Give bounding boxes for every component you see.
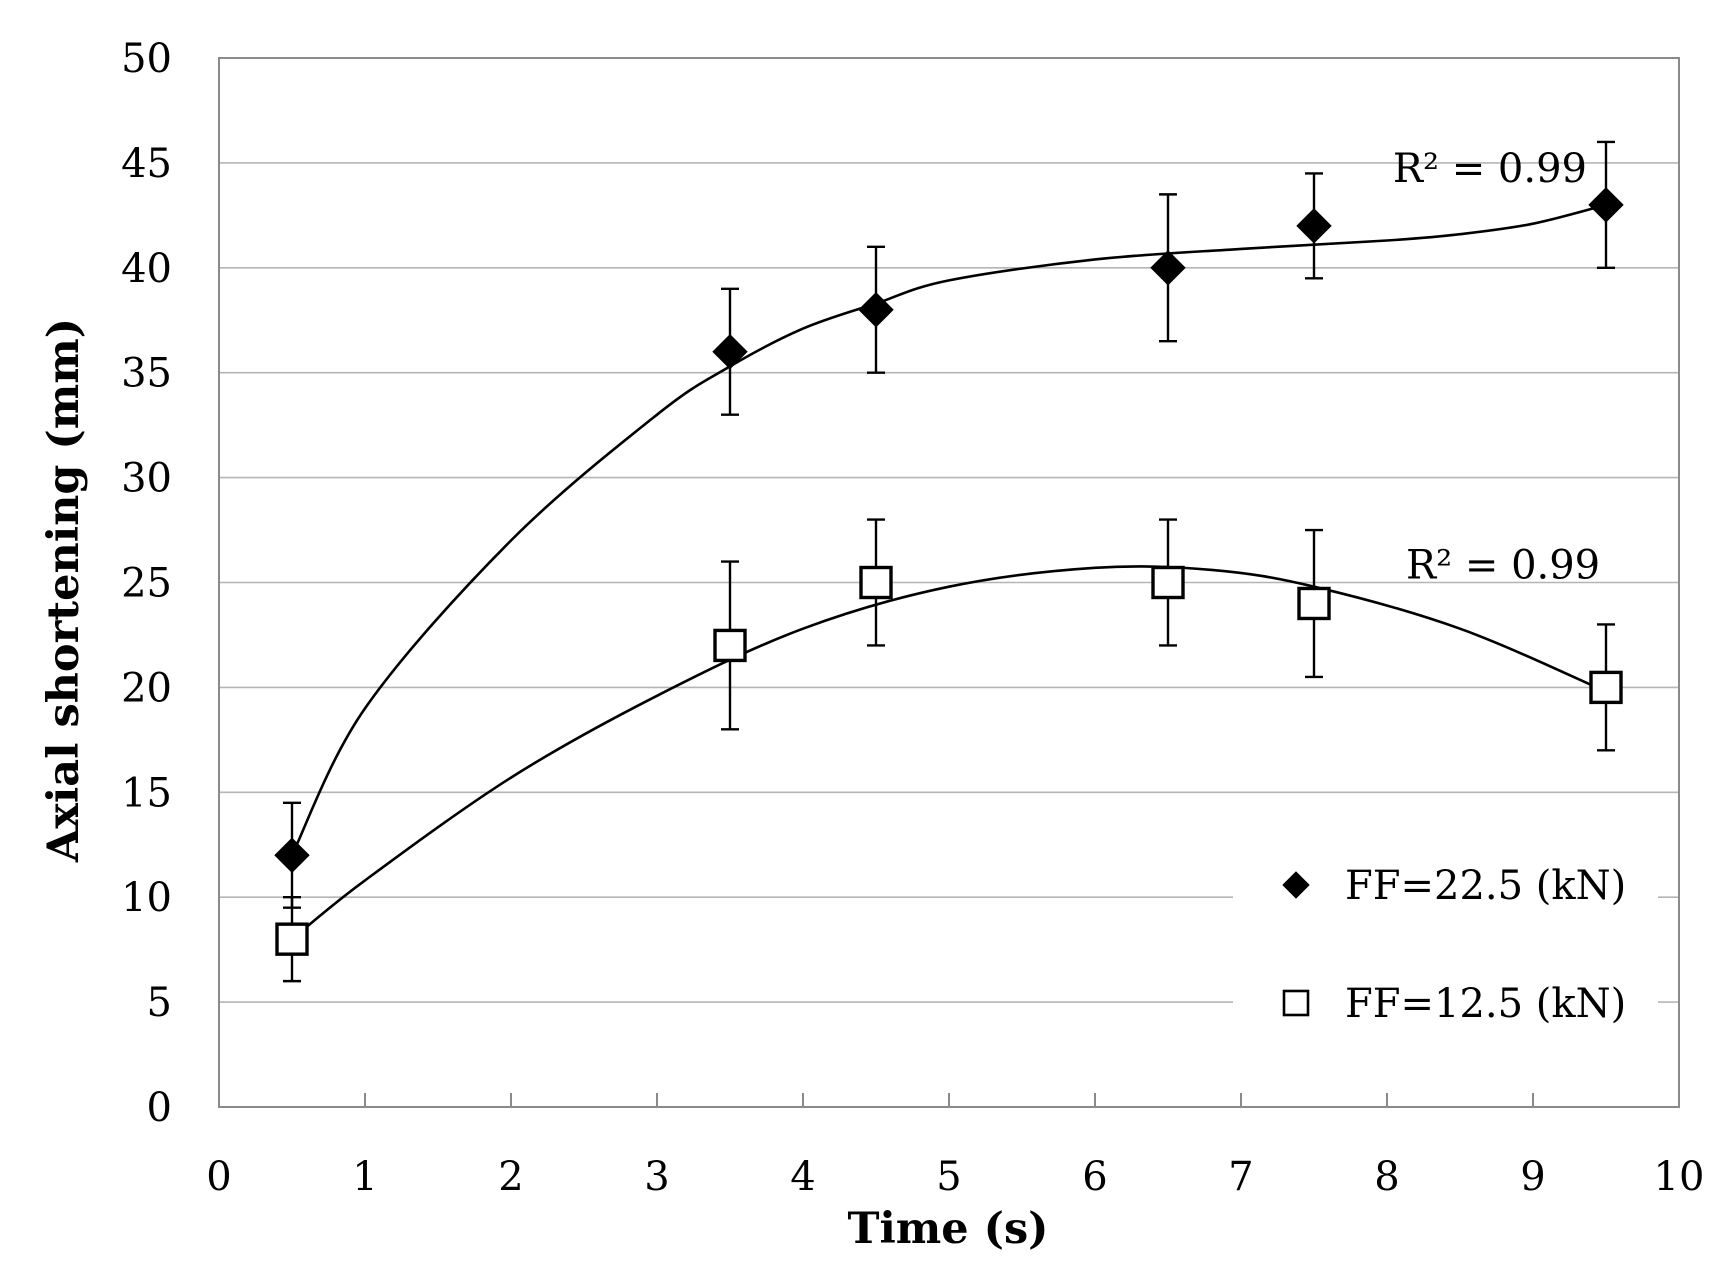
- x-tick-label-7: 7: [1228, 1154, 1253, 1200]
- y-tick-label-35: 35: [121, 351, 172, 397]
- x-tick-label-6: 6: [1082, 1154, 1107, 1200]
- y-tick-label-25: 25: [121, 561, 172, 607]
- legend: FF=22.5 (kN) FF=12.5 (kN): [1233, 840, 1658, 1045]
- data-point-series-2-0: [275, 922, 309, 956]
- data-point-series-2-3: [1151, 565, 1185, 600]
- y-tick-label-15: 15: [121, 770, 172, 816]
- x-tick-label-1: 1: [352, 1154, 377, 1200]
- y-tick-label-45: 45: [121, 141, 172, 187]
- x-tick-label-2: 2: [498, 1154, 523, 1200]
- data-point-series-2-2: [859, 565, 893, 600]
- x-tick-label-3: 3: [644, 1154, 669, 1200]
- legend-label-series-1: FF=22.5 (kN): [1345, 863, 1626, 909]
- trendline-series-1: [290, 203, 1607, 856]
- x-tick-label-0: 0: [206, 1154, 231, 1200]
- data-point-series-1-4: [1296, 208, 1332, 244]
- r2-label-series-1: R² = 0.99: [1393, 146, 1587, 192]
- data-point-series-1-5: [1588, 187, 1624, 223]
- data-point-series-1-3: [1150, 250, 1186, 286]
- data-point-series-1-2: [858, 292, 894, 328]
- trendlines: [290, 203, 1607, 941]
- data-point-series-1-1: [712, 334, 748, 370]
- data-markers: [274, 187, 1624, 956]
- y-tick-label-20: 20: [121, 665, 172, 711]
- y-tick-label-50: 50: [121, 36, 172, 82]
- x-tick-label-8: 8: [1374, 1154, 1399, 1200]
- data-point-series-1-0: [274, 837, 310, 873]
- x-tick-label-4: 4: [790, 1154, 815, 1200]
- data-point-series-2-4: [1297, 586, 1331, 621]
- x-tick-label-9: 9: [1520, 1154, 1545, 1200]
- data-point-series-2-5: [1589, 670, 1623, 705]
- y-tick-label-10: 10: [121, 875, 172, 921]
- x-tick-label-10: 10: [1654, 1154, 1705, 1200]
- y-tick-label-5: 5: [147, 980, 172, 1026]
- y-tick-label-40: 40: [121, 246, 172, 292]
- x-tick-label-5: 5: [936, 1154, 961, 1200]
- legend-marker-series-2: [1282, 989, 1310, 1017]
- gridlines: [219, 162, 1679, 1003]
- y-tick-label-30: 30: [121, 456, 172, 502]
- data-point-series-2-1: [713, 628, 747, 663]
- legend-label-series-2: FF=12.5 (kN): [1345, 981, 1626, 1027]
- r2-label-series-2: R² = 0.99: [1406, 542, 1600, 588]
- legend-marker-series-1: [1282, 871, 1310, 899]
- x-axis-title: Time (s): [847, 1204, 1048, 1254]
- y-axis-title: Axial shortening (mm): [39, 318, 89, 863]
- y-tick-label-0: 0: [147, 1085, 172, 1131]
- trendline-series-2: [291, 565, 1607, 941]
